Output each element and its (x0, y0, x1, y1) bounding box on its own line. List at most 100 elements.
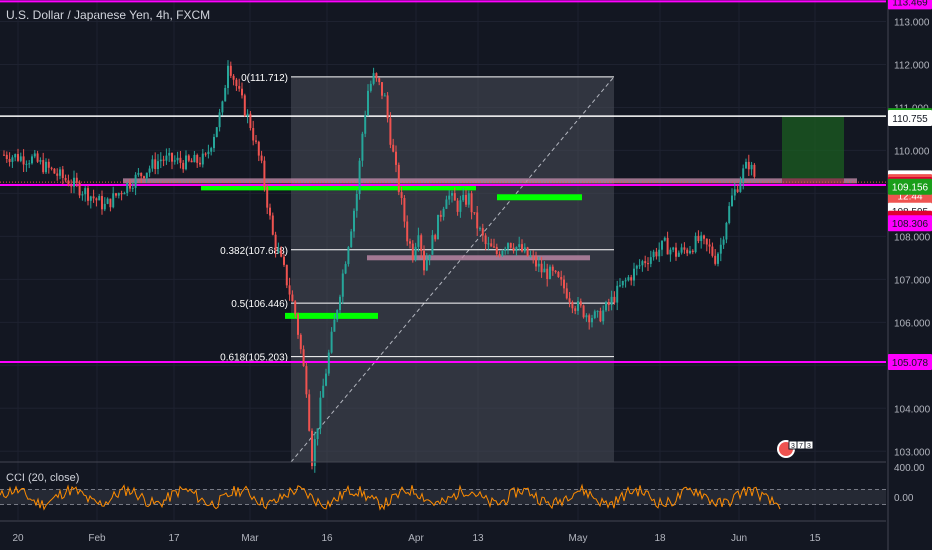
candle-body (722, 239, 725, 245)
candle-body (512, 247, 515, 252)
candle-body (481, 228, 484, 236)
candle-body (652, 251, 655, 258)
candle-body (736, 189, 739, 192)
candle-body (28, 163, 31, 165)
candle-body (389, 118, 392, 145)
candle-body (675, 247, 677, 257)
candle-body (246, 113, 249, 116)
candle-body (196, 154, 199, 163)
price-tag-bg (888, 353, 932, 370)
candle-body (462, 194, 465, 201)
candle-body (353, 210, 355, 232)
target-box (782, 116, 844, 179)
candle-body (521, 244, 523, 252)
candle-body (73, 177, 75, 187)
candle-body (358, 160, 361, 194)
candle-body (288, 285, 291, 295)
candle-body (540, 263, 543, 273)
candle-body (621, 280, 624, 286)
candle-body (750, 164, 753, 170)
candle-body (98, 196, 101, 201)
candle-body (210, 148, 213, 152)
horizontal-levels (0, 0, 886, 363)
candle-body (22, 156, 25, 165)
candle-body (232, 75, 235, 80)
price-tick-label: 110.000 (894, 146, 930, 157)
time-tick-label: 13 (472, 533, 484, 544)
candle-body (106, 198, 109, 204)
candle-body (39, 160, 42, 162)
candle-body (3, 154, 5, 156)
candle-body (193, 154, 196, 163)
support-resistance-zones (123, 116, 857, 319)
candle-body (187, 155, 190, 161)
candle-body (42, 160, 45, 173)
candle-body (669, 249, 672, 255)
candle-body (204, 153, 207, 155)
candle-body (84, 188, 87, 195)
time-tick-label: 16 (321, 533, 333, 544)
candle-body (605, 302, 607, 311)
candle-body (705, 238, 708, 245)
candle-body (249, 113, 252, 129)
price-tag-text: 105.078 (892, 358, 929, 369)
candle-body (123, 192, 126, 195)
candle-body (661, 240, 663, 250)
candle-body (714, 255, 717, 264)
candle-body (369, 83, 372, 91)
price-tag: 109.156 (888, 178, 932, 195)
candle-body (339, 296, 341, 311)
candle-body (103, 203, 106, 210)
candle-body (364, 115, 367, 134)
time-tick-label: 20 (12, 533, 24, 544)
candle-body (535, 256, 537, 267)
candle-body (406, 221, 409, 242)
candle-body (165, 155, 168, 161)
candle-body (593, 311, 596, 319)
green-zone (497, 194, 582, 201)
candle-body (610, 296, 613, 305)
candle-body (451, 193, 453, 196)
candle-body (154, 159, 157, 170)
candle-body (591, 318, 593, 323)
price-tick-label: 113.000 (894, 17, 930, 28)
price-tick-label: 104.000 (894, 404, 931, 415)
candle-body (347, 247, 350, 265)
candle-body (213, 136, 215, 149)
candle-body (372, 73, 375, 84)
candle-body (459, 200, 462, 212)
candle-body (145, 172, 148, 179)
candle-body (680, 247, 683, 253)
candle-body (658, 249, 661, 257)
candle-body (316, 428, 319, 440)
candle-body (140, 172, 143, 177)
candle-body (442, 208, 445, 217)
cci-indicator-label[interactable]: CCI (20, close) (6, 472, 80, 484)
svg-text:7: 7 (799, 443, 803, 450)
candle-body (490, 243, 493, 247)
candle-body (112, 193, 115, 208)
cci-tick-label: 400.00 (894, 463, 925, 474)
fib-level-label: 0.5(106.446) (231, 299, 288, 310)
price-tag-text: 113.469 (892, 0, 928, 8)
candle-body (409, 241, 411, 244)
candle-body (509, 243, 512, 248)
fib-level-label: 0(111.712) (241, 73, 288, 84)
price-tag-text: 108.306 (892, 219, 929, 230)
time-tick-label: 18 (654, 533, 666, 544)
candle-body (647, 263, 649, 265)
candle-body (381, 82, 383, 96)
candle-body (266, 187, 269, 208)
candle-body (501, 250, 504, 256)
candle-body (162, 159, 165, 161)
candle-body (504, 248, 507, 251)
candle-body (694, 235, 697, 253)
candle-body (101, 196, 103, 210)
candle-body (526, 247, 529, 256)
price-axis: 113.000112.000111.000110.000109.000108.0… (887, 0, 931, 550)
candle-body (299, 334, 302, 350)
candle-body (619, 285, 621, 287)
candle-body (635, 265, 638, 269)
candle-body (243, 95, 246, 116)
